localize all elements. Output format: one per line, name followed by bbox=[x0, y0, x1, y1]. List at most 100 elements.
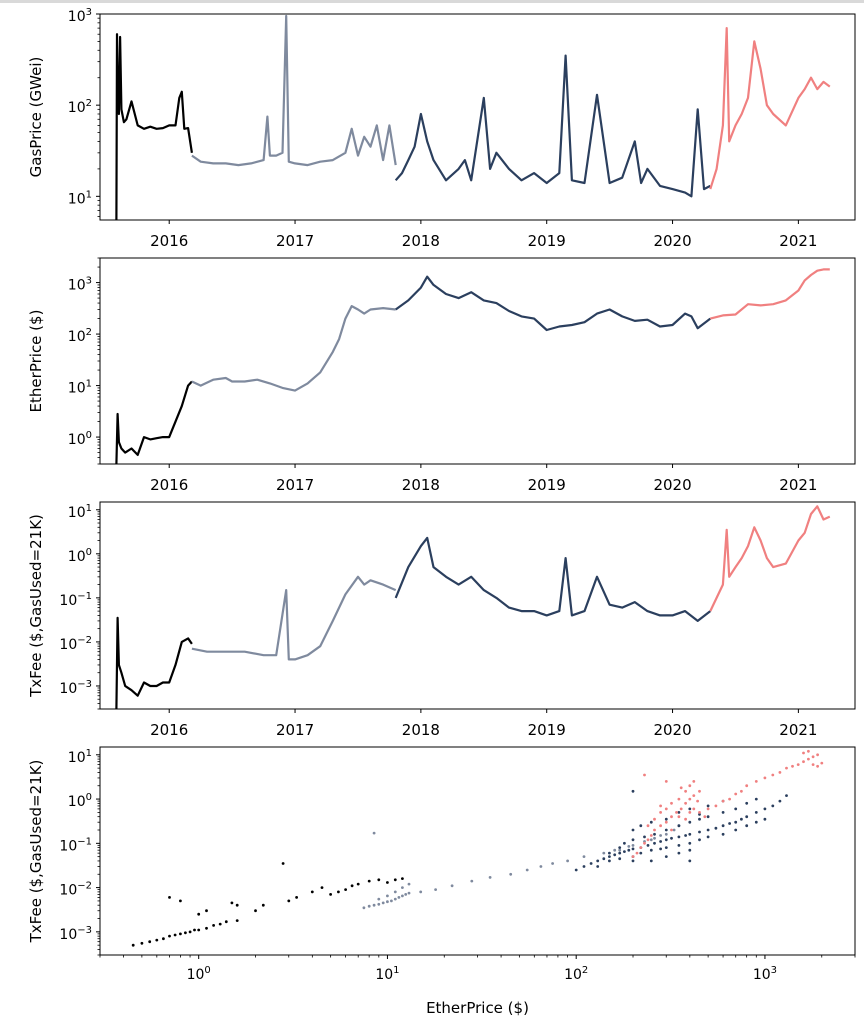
scatter-point bbox=[679, 807, 683, 811]
scatter-point bbox=[696, 799, 699, 803]
scatter-point bbox=[631, 828, 635, 832]
series-era-2 bbox=[362, 824, 681, 910]
scatter-point bbox=[362, 906, 366, 910]
scatter-point bbox=[372, 831, 376, 835]
scatter-point bbox=[618, 851, 622, 855]
x-tick-label: 2019 bbox=[528, 476, 566, 494]
scatter-point bbox=[551, 862, 554, 865]
scatter-point bbox=[754, 797, 758, 801]
scatter-point bbox=[631, 859, 635, 863]
scatter-point bbox=[618, 846, 622, 849]
scatter-point bbox=[631, 855, 635, 858]
scatter-point bbox=[450, 884, 454, 888]
scatter-point bbox=[613, 853, 617, 857]
scatter-point bbox=[393, 897, 397, 901]
scatter-point bbox=[677, 835, 681, 839]
scatter-point bbox=[684, 801, 687, 805]
scatter-point bbox=[649, 834, 653, 837]
y-tick-label: 100 bbox=[68, 547, 92, 565]
series-era-2-line bbox=[191, 14, 397, 167]
scatter-point bbox=[224, 920, 228, 924]
scatter-point bbox=[771, 804, 775, 808]
scatter-point bbox=[193, 928, 196, 932]
scatter-point bbox=[670, 828, 673, 832]
scatter-point bbox=[574, 868, 578, 872]
scatter-point bbox=[401, 894, 404, 898]
scatter-point bbox=[653, 836, 656, 840]
y-axis-label: TxFee ($,GasUsed=21K) bbox=[27, 760, 45, 944]
scatter-point bbox=[688, 841, 692, 845]
scatter-point bbox=[393, 878, 397, 882]
x-axis-label: EtherPrice ($) bbox=[426, 999, 529, 1017]
scatter-point bbox=[372, 903, 376, 907]
scatter-point bbox=[807, 757, 810, 761]
x-tick-label: 101 bbox=[375, 965, 399, 983]
scatter-point bbox=[653, 828, 656, 832]
series-era-3 bbox=[574, 789, 788, 872]
x-tick-label: 2016 bbox=[150, 476, 188, 494]
scatter-point bbox=[778, 771, 782, 774]
y-tick-label: 103 bbox=[68, 7, 92, 25]
scatter-point bbox=[631, 847, 635, 851]
scatter-point bbox=[377, 878, 381, 882]
scatter-point bbox=[188, 930, 192, 934]
series-era-2-line bbox=[191, 575, 397, 661]
y-tick-label: 10−2 bbox=[59, 635, 92, 653]
scatter-point bbox=[677, 844, 681, 847]
scatter-point bbox=[639, 824, 643, 828]
scatter-point bbox=[745, 784, 749, 788]
axes-frame bbox=[99, 257, 856, 465]
scatter-point bbox=[659, 811, 662, 814]
series-era-4-line bbox=[710, 268, 830, 320]
scatter-point bbox=[745, 815, 749, 819]
scatter-point bbox=[714, 804, 718, 808]
scatter-point bbox=[646, 844, 650, 847]
scatter-point bbox=[649, 859, 653, 863]
scatter-point bbox=[329, 893, 332, 896]
scatter-point bbox=[261, 903, 265, 907]
scatter-point bbox=[643, 841, 646, 845]
scatter-point bbox=[664, 855, 668, 858]
scatter-point bbox=[659, 847, 662, 851]
chart-panel-1: 101 102 103 GasPrice (GWei) 2016 2017 2018 2019… bbox=[27, 7, 856, 250]
scatter-point bbox=[698, 813, 701, 816]
scatter-point bbox=[205, 926, 208, 930]
scatter-point bbox=[131, 943, 135, 947]
scatter-point bbox=[664, 807, 668, 811]
scatter-point bbox=[589, 862, 593, 865]
scatter-point bbox=[649, 848, 653, 852]
scatter-point bbox=[778, 799, 782, 803]
y-tick-label: 103 bbox=[68, 276, 92, 294]
series-era-3-line bbox=[394, 536, 711, 623]
scatter-point bbox=[653, 841, 656, 845]
scatter-point bbox=[745, 801, 749, 805]
scatter-point bbox=[488, 876, 492, 879]
scatter-point bbox=[596, 865, 600, 868]
scatter-point bbox=[728, 797, 731, 801]
scatter-point bbox=[608, 851, 611, 855]
scatter-point bbox=[763, 776, 767, 780]
scatter-point bbox=[649, 820, 653, 824]
scatter-point bbox=[566, 859, 569, 863]
scatter-point bbox=[162, 937, 165, 941]
scatter-point bbox=[734, 820, 738, 824]
chart-panel-2: 100 101 102 103 EtherPrice ($) 2016 2017 2018 20… bbox=[27, 257, 856, 494]
scatter-point bbox=[763, 817, 767, 821]
scatter-point bbox=[254, 909, 257, 913]
scatter-point bbox=[684, 834, 687, 837]
scatter-point bbox=[179, 932, 182, 936]
series-era-1-line bbox=[115, 616, 193, 710]
scatter-point bbox=[310, 890, 314, 894]
scatter-point bbox=[688, 811, 692, 814]
x-tick-label: 2018 bbox=[402, 476, 440, 494]
scatter-point bbox=[677, 851, 681, 855]
scatter-point bbox=[664, 780, 668, 783]
scatter-point bbox=[659, 804, 662, 808]
chart-panel-4: 10−3 10−2 10−1 100 101 TxFee ($,GasUsed=21K) 1… bbox=[27, 746, 856, 1017]
scatter-point bbox=[664, 828, 668, 832]
scatter-point bbox=[618, 848, 622, 852]
axes-frame bbox=[99, 13, 856, 221]
x-tick-label: 2018 bbox=[402, 232, 440, 250]
scatter-point bbox=[646, 824, 650, 828]
